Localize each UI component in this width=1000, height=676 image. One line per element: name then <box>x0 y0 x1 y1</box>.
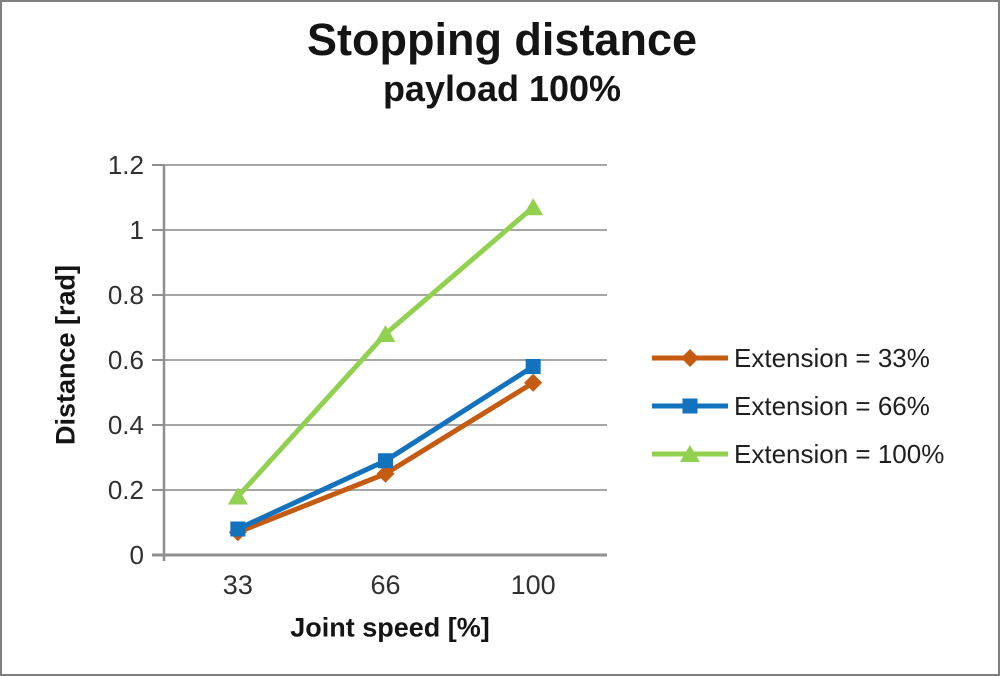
legend-label: Extension = 100% <box>734 438 945 469</box>
series-marker-square <box>378 453 393 469</box>
y-tick-label: 0 <box>129 540 144 570</box>
legend-item: Extension = 100% <box>652 430 944 478</box>
legend-marker-shape <box>681 349 699 367</box>
y-tick-label: 1.2 <box>107 150 144 180</box>
y-tick-label: 1 <box>129 215 144 245</box>
legend-item: Extension = 66% <box>652 382 944 430</box>
y-tick-label: 0.4 <box>107 410 144 440</box>
series-marker-triangle <box>227 487 248 505</box>
legend-marker-triangle-icon <box>652 445 728 462</box>
chart-title: Stopping distance <box>306 14 697 65</box>
y-tick-label: 0.2 <box>107 475 144 505</box>
series-marker-triangle <box>523 198 544 216</box>
x-axis-title: Joint speed [%] <box>290 612 490 643</box>
title-block: Stopping distance payload 100% <box>2 14 998 109</box>
x-tick-label: 100 <box>510 570 556 600</box>
y-tick-label: 0.6 <box>107 345 144 375</box>
legend-marker-diamond-icon <box>652 349 728 367</box>
series-marker-square <box>230 521 246 537</box>
series-marker-diamond <box>524 373 543 392</box>
legend-label: Extension = 33% <box>734 342 930 373</box>
legend: Extension = 33% Extension = 66% Extension … <box>652 334 944 478</box>
legend-label: Extension = 66% <box>734 390 930 421</box>
legend-marker-shape <box>682 398 698 414</box>
series-marker-diamond <box>376 464 395 483</box>
x-tick-label: 66 <box>370 570 401 600</box>
legend-item: Extension = 33% <box>652 334 944 382</box>
series-line <box>235 204 536 499</box>
y-axis-title: Distance [rad] <box>50 264 81 446</box>
chart-subtitle: payload 100% <box>382 67 622 109</box>
y-tick-label: 0.8 <box>107 280 144 310</box>
legend-marker-shape <box>680 445 700 462</box>
legend-marker-square-icon <box>652 398 728 414</box>
x-tick-label: 33 <box>222 570 253 600</box>
series-marker-triangle <box>375 325 396 342</box>
series-marker-square <box>525 359 541 374</box>
